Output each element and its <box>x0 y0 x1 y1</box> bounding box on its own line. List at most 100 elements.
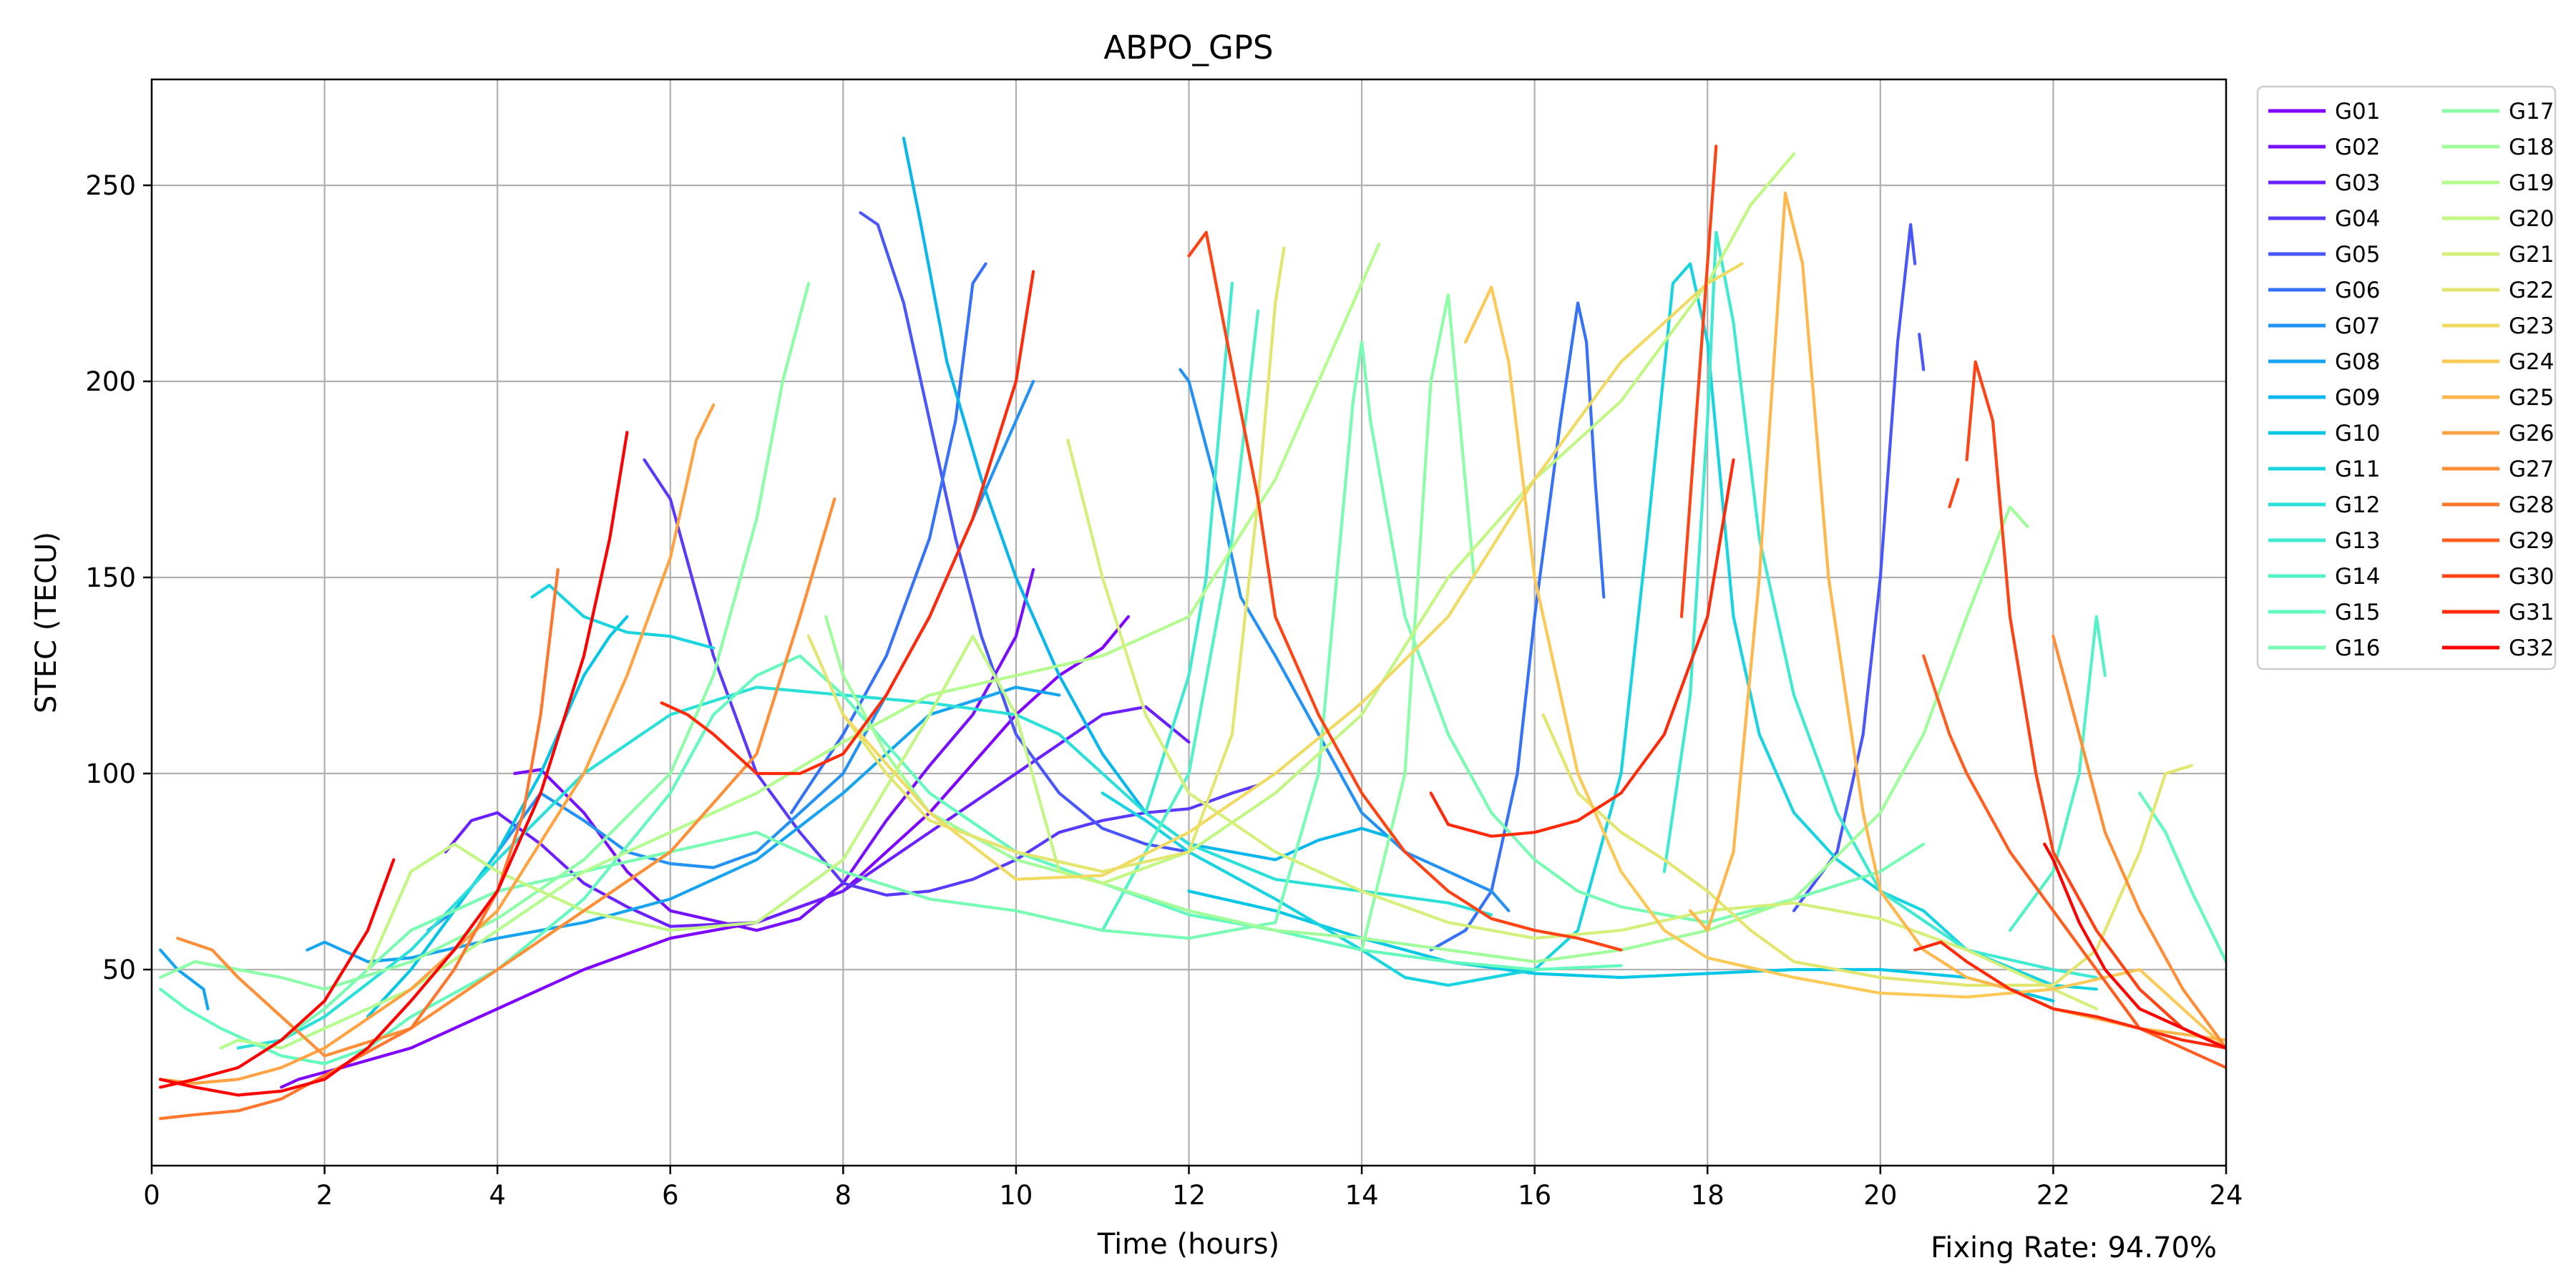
legend-label: G01 <box>2335 99 2380 125</box>
legend-label: G20 <box>2509 206 2554 232</box>
legend-item-G25: G25 <box>2442 385 2554 411</box>
legend-item-G02: G02 <box>2268 135 2380 160</box>
series-line-G14 <box>1101 309 1260 932</box>
series-G31 <box>660 270 2226 1050</box>
series-G18 <box>824 505 2029 964</box>
series-G09 <box>902 137 1390 862</box>
x-tick-label: 18 <box>1691 1180 1724 1211</box>
legend-item-G10: G10 <box>2268 421 2380 447</box>
legend-item-G03: G03 <box>2268 170 2380 196</box>
series-line-G05 <box>859 211 1191 854</box>
legend-label: G22 <box>2509 278 2554 303</box>
series-line-G11 <box>530 583 716 650</box>
legend-item-G19: G19 <box>2442 170 2554 196</box>
series-line-G17 <box>159 281 811 991</box>
series-G22 <box>806 246 2193 987</box>
legend-item-G04: G04 <box>2268 206 2380 232</box>
series-G07 <box>426 368 1511 932</box>
series-G01 <box>280 615 1131 1089</box>
x-tick-label: 0 <box>143 1180 160 1211</box>
legend-item-G17: G17 <box>2442 99 2554 125</box>
series-line-G22 <box>1541 713 2193 987</box>
x-tick-label: 2 <box>316 1180 333 1211</box>
legend-label: G08 <box>2335 349 2380 375</box>
series-G02 <box>513 567 1035 932</box>
series-G13 <box>1143 230 2098 980</box>
x-tick-label: 14 <box>1345 1180 1379 1211</box>
series-G03 <box>444 705 1191 928</box>
series-G25 <box>1689 191 2226 1042</box>
x-axis-label: Time (hours) <box>1097 1228 1279 1261</box>
series-line-G12 <box>236 686 1493 1050</box>
series-G12 <box>236 686 1493 1050</box>
y-tick-label: 200 <box>85 366 136 397</box>
legend-item-G13: G13 <box>2268 528 2380 554</box>
series-G20 <box>366 152 1796 972</box>
x-tick-label: 6 <box>662 1180 679 1211</box>
legend-item-G05: G05 <box>2268 242 2380 268</box>
series-line-G11 <box>1101 262 2098 991</box>
x-tick-label: 20 <box>1863 1180 1897 1211</box>
legend-label: G03 <box>2335 170 2380 196</box>
legend-item-G15: G15 <box>2268 600 2380 625</box>
series-line-G28 <box>159 567 560 1121</box>
legend-label: G09 <box>2335 385 2380 411</box>
series-line-G30 <box>1965 360 2226 1050</box>
series-G15 <box>159 654 2226 1065</box>
series-G28 <box>159 567 560 1121</box>
x-tick-label: 10 <box>999 1180 1033 1211</box>
legend-label: G31 <box>2509 600 2554 625</box>
legend-item-G06: G06 <box>2268 278 2380 303</box>
legend: G01 G02 G03 G04 G05 G06 G07 G08 G09 G10 G11 G12 G13 G… <box>2256 85 2557 670</box>
legend-item-G22: G22 <box>2442 278 2554 303</box>
legend-item-G12: G12 <box>2268 492 2380 518</box>
legend-label: G07 <box>2335 313 2380 339</box>
legend-label: G27 <box>2509 457 2554 482</box>
series-G05 <box>859 211 1926 912</box>
legend-label: G26 <box>2509 421 2554 447</box>
series-line-G18 <box>824 505 2029 964</box>
series-line-G06 <box>789 262 987 814</box>
x-tick-label: 8 <box>835 1180 852 1211</box>
series-line-G01 <box>280 615 1131 1089</box>
legend-label: G10 <box>2335 421 2380 447</box>
series-G21 <box>1066 439 2098 1010</box>
y-axis-label: STEC (TECU) <box>30 532 63 713</box>
legend-label: G02 <box>2335 135 2380 160</box>
series-line-G30 <box>1679 145 1718 618</box>
x-tick-label: 4 <box>489 1180 506 1211</box>
legend-item-G01: G01 <box>2268 99 2380 125</box>
series-line-G32 <box>2043 842 2226 1050</box>
x-tick-label: 16 <box>1518 1180 1551 1211</box>
series-layer <box>159 137 2226 1121</box>
series-G08 <box>159 686 1061 1010</box>
legend-item-G20: G20 <box>2442 206 2554 232</box>
series-G29 <box>1922 654 2226 1070</box>
y-tick-label: 50 <box>102 955 136 985</box>
fixing-rate-annotation: Fixing Rate: 94.70% <box>1931 1231 2217 1264</box>
legend-label: G23 <box>2509 313 2554 339</box>
y-axis-ticks: 50 100 150 200 250 <box>85 170 152 985</box>
legend-label: G18 <box>2509 135 2554 160</box>
series-line-G13 <box>1662 230 2098 980</box>
legend-label: G29 <box>2509 528 2554 554</box>
series-line-G08 <box>306 686 1061 964</box>
legend-item-G28: G28 <box>2442 492 2554 518</box>
series-G27 <box>176 497 2226 1058</box>
series-line-G08 <box>159 948 210 1010</box>
series-line-G31 <box>1429 458 1735 838</box>
legend-label: G30 <box>2509 564 2554 590</box>
series-line-G09 <box>902 137 1390 862</box>
chart-title: ABPO_GPS <box>1103 29 1273 67</box>
y-tick-label: 150 <box>85 562 136 593</box>
legend-item-G08: G08 <box>2268 349 2380 375</box>
series-line-G15 <box>159 654 1623 1065</box>
legend-label: G24 <box>2509 349 2554 375</box>
series-G24 <box>1463 286 2226 1050</box>
series-line-G13 <box>1143 281 1234 814</box>
legend-item-G26: G26 <box>2442 421 2554 447</box>
legend-item-G21: G21 <box>2442 242 2554 268</box>
series-line-G30 <box>1948 477 1960 509</box>
series-line-G30 <box>1187 230 1623 952</box>
